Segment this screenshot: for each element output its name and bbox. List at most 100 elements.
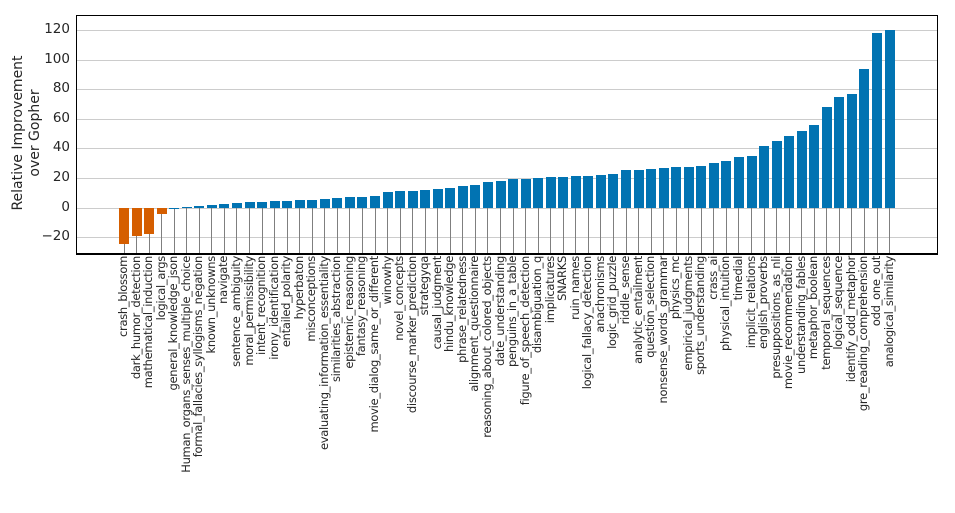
x-tick-label: movie_dialog_same_or_different [367,256,381,433]
x-tick-stem [462,208,464,253]
x-tick-stem [236,208,238,253]
x-tick-stem [211,208,213,253]
x-tick-stem [537,208,539,253]
bar-crass_ai [708,162,719,208]
x-tick-stem [474,208,476,253]
x-tick-stem [688,208,690,253]
x-tick-stem [587,208,589,253]
gridline [77,59,937,61]
bar-reasoning_about_colored_objects [482,182,493,208]
x-tick-stem [424,208,426,253]
x-tick-stem [387,208,389,253]
x-tick-label: mathematical_induction [141,256,156,389]
gridline [77,29,937,31]
gridline [77,118,937,120]
bar-understanding_fables [796,131,807,208]
x-tick-label: reasoning_about_colored_objects [479,256,494,438]
x-tick-stem [399,208,401,253]
x-tick-stem [725,208,727,253]
bar-SNARKS [558,176,569,208]
y-tick-label: 0 [61,198,70,215]
bar-causal_judgment [432,189,443,208]
x-tick-stem [650,208,652,253]
bar-physical_intuition [721,161,732,208]
x-tick-stem [826,208,828,253]
bar-epistemic_reasoning [344,197,355,208]
bar-moral_permissibility [244,202,255,208]
bar-implicatures [545,177,556,208]
bar-hyperbaton [294,200,305,208]
bar-ruin_names [570,176,581,208]
x-tick-stem [550,208,552,253]
x-tick-stem [876,208,878,253]
bar-figure_of_speech_detection [520,178,531,208]
x-tick-label: analogical_similarity [881,256,896,368]
x-tick-stem [324,208,326,253]
y-tick-label: 100 [44,50,70,67]
bar-logic_grid_puzzle [608,174,619,208]
bar-temporal_sequences [821,107,832,208]
bar-evaluating_information_essentiality [319,198,330,208]
bar-misconceptions [307,199,318,208]
x-tick-stem [575,208,577,253]
x-tick-label: timedial [730,256,745,301]
x-tick-stem [487,208,489,253]
bar-implicit_relations [746,156,757,208]
bar-intent_recognition [257,201,268,208]
bar-sentence_ambiguity [231,203,242,208]
bar-date_understanding [495,180,506,208]
bar-english_proverbs [759,145,770,208]
bar-physics_mc [671,167,682,208]
x-tick-stem [198,208,200,253]
bar-logical_sequence [834,96,845,208]
x-tick-stem [525,208,527,253]
bar-question_selection [646,168,657,208]
x-tick-stem [751,208,752,253]
x-tick-label: question_selection [643,256,658,358]
x-tick-stem [437,208,439,253]
bar-dark_humor_detection [131,208,142,237]
y-tick-label: 60 [52,109,70,126]
x-tick-stem [663,208,665,253]
bar-strategyqa [420,190,431,208]
x-tick-stem [299,208,301,253]
x-tick-stem [249,208,250,253]
x-tick-label: penguins_in_a_table [505,256,520,367]
y-tick-label: 40 [52,139,70,156]
bar-disambiguation_q [533,177,544,208]
bar-metaphor_boolean [809,125,820,208]
x-tick-stem [161,208,163,253]
bar-hindu_knowledge [445,187,456,208]
bar-anachronisms [595,174,606,208]
x-tick-stem [675,208,677,253]
x-tick-stem [625,208,627,253]
x-tick-stem [889,208,891,253]
bar-novel_concepts [395,191,406,208]
bar-irony_identification [269,201,280,208]
gridline [77,148,937,150]
x-tick-stem [863,208,865,253]
bar-movie_recommendation [784,135,795,208]
x-tick-stem [562,208,564,253]
bar-odd_one_out [872,32,882,208]
x-tick-stem [612,208,614,253]
x-tick-stem [600,208,602,253]
x-tick-stem [700,208,702,253]
bar-crash_blossom [119,208,129,244]
y-tick-label: 80 [52,80,70,97]
x-tick-stem [500,208,501,253]
x-tick-stem [336,208,338,253]
y-tick-label: −20 [41,228,71,245]
bar-analytic_entailment [633,169,644,208]
bar-entailed_polarity [282,200,293,208]
x-tick-stem [361,208,363,253]
x-tick-stem [512,208,514,253]
bar-mathematical_induction [144,208,155,234]
x-tick-stem [412,208,414,253]
x-tick-label: riddle_sense [618,256,632,325]
bar-nonsense_words_grammar [658,168,669,208]
x-tick-stem [186,208,188,253]
bar-Human_organs_senses_multiple_choice [181,207,192,208]
x-tick-stem [813,208,815,253]
bar-timedial [733,157,744,208]
